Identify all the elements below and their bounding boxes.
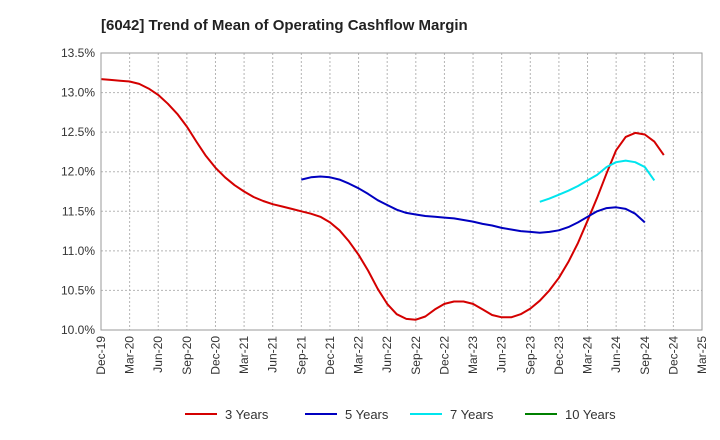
- series-line-7-years: [539, 159, 656, 203]
- x-tick-label: Jun-20: [151, 336, 165, 373]
- x-tick-label: Jun-24: [609, 336, 623, 373]
- y-tick-label: 13.0%: [61, 86, 95, 100]
- x-tick-label: Dec-20: [208, 336, 222, 375]
- x-tick-label: Dec-24: [666, 336, 680, 375]
- y-axis-ticks: 10.0% 10.5% 11.0% 11.5% 12.0% 12.5% 13.0% 13.5%: [61, 46, 95, 337]
- legend-label: 7 Years: [450, 407, 494, 422]
- series-lines: [100, 78, 665, 321]
- y-tick-label: 12.0%: [61, 165, 95, 179]
- x-tick-label: Mar-25: [695, 336, 709, 374]
- x-tick-label: Sep-20: [180, 336, 194, 375]
- x-axis-ticks: Dec-19 Mar-20 Jun-20 Sep-20 Dec-20 Mar-21 Jun-…: [94, 336, 709, 375]
- legend-label: 5 Years: [345, 407, 389, 422]
- x-tick-label: Sep-24: [638, 336, 652, 375]
- x-tick-label: Sep-22: [409, 336, 423, 375]
- y-tick-label: 13.5%: [61, 46, 95, 60]
- x-tick-label: Mar-22: [352, 336, 366, 374]
- series-line-3-years: [100, 78, 665, 321]
- y-tick-label: 10.0%: [61, 323, 95, 337]
- y-tick-label: 12.5%: [61, 125, 95, 139]
- x-tick-label: Mar-23: [466, 336, 480, 374]
- legend: 3 Years 5 Years 7 Years 10 Years: [185, 407, 616, 422]
- y-tick-label: 11.5%: [62, 204, 95, 218]
- series-line-5-years: [301, 175, 646, 234]
- x-tick-label: Mar-21: [237, 336, 251, 374]
- chart-title: [6042] Trend of Mean of Operating Cashfl…: [101, 17, 468, 34]
- x-tick-label: Dec-22: [437, 336, 451, 375]
- x-tick-label: Mar-24: [581, 336, 595, 374]
- x-tick-label: Dec-19: [94, 336, 108, 375]
- y-tick-label: 10.5%: [61, 283, 95, 297]
- x-tick-label: Jun-23: [495, 336, 509, 373]
- plot-frame: [100, 52, 703, 331]
- y-tick-label: 11.0%: [62, 244, 95, 258]
- legend-label: 3 Years: [225, 407, 269, 422]
- x-tick-label: Sep-23: [523, 336, 537, 375]
- x-tick-label: Mar-20: [123, 336, 137, 374]
- legend-label: 10 Years: [565, 407, 616, 422]
- x-tick-label: Jun-21: [266, 336, 280, 373]
- x-tick-label: Dec-23: [552, 336, 566, 375]
- x-tick-label: Sep-21: [294, 336, 308, 375]
- grid-lines: [100, 52, 703, 331]
- x-tick-label: Jun-22: [380, 336, 394, 373]
- x-tick-label: Dec-21: [323, 336, 337, 375]
